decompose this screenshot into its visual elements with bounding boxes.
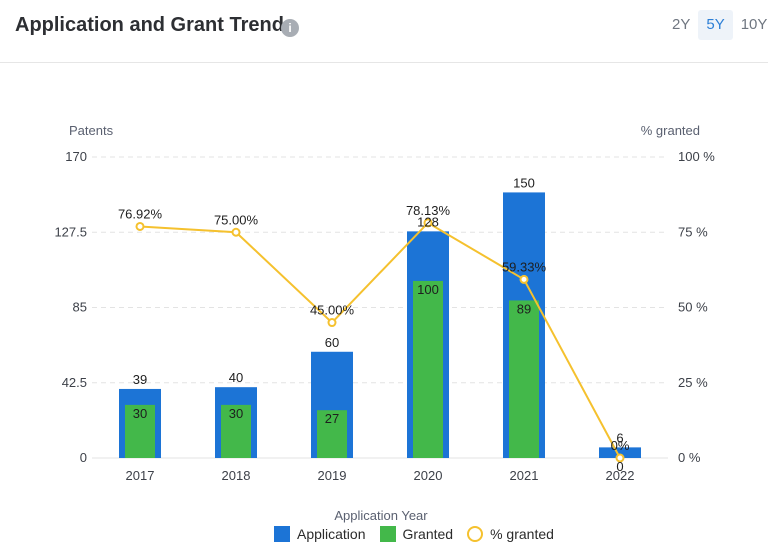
tab-10y[interactable]: 10Y (740, 16, 768, 33)
data-label-granted: 89 (517, 301, 531, 316)
info-icon[interactable]: i (281, 19, 299, 37)
data-label-granted: 100 (417, 282, 439, 297)
data-label-granted: 0 (616, 459, 623, 474)
x-axis-title: Application Year (334, 508, 428, 523)
tab-5y[interactable]: 5Y (698, 10, 733, 40)
y-tick-label-left: 127.5 (54, 224, 87, 239)
legend: Application Granted % granted (274, 526, 568, 542)
legend-swatch-application (274, 526, 290, 542)
y-tick-label-right: 50 % (678, 300, 708, 315)
y-tick-label-left: 85 (73, 300, 87, 315)
data-label-application: 39 (133, 372, 147, 387)
bar-granted[interactable] (509, 300, 539, 458)
data-label-granted: 30 (229, 406, 243, 421)
point-pct-granted[interactable] (423, 218, 433, 228)
data-label-application: 6 (616, 430, 623, 445)
legend-label-granted: Granted (402, 526, 454, 542)
bar-granted[interactable] (125, 404, 155, 458)
point-pct-granted[interactable] (231, 227, 241, 237)
y-tick-label-right: 0 % (678, 450, 701, 465)
y-axis-title-right: % granted (641, 123, 700, 138)
x-tick-label: 2021 (510, 468, 539, 483)
range-tabs: 2Y 5Y 10Y (664, 10, 768, 40)
y-tick-label-right: 25 % (678, 375, 708, 390)
point-pct-granted[interactable] (135, 221, 145, 231)
x-tick-label: 2022 (606, 468, 635, 483)
y-tick-label-right: 100 % (678, 149, 715, 164)
y-axis-title-left: Patents (69, 123, 114, 138)
x-tick-label: 2017 (126, 468, 155, 483)
x-tick-label: 2018 (222, 468, 251, 483)
legend-item-pct-granted[interactable]: % granted (467, 526, 554, 542)
data-label-pct-granted: 0% (611, 438, 630, 453)
data-label-application: 40 (229, 370, 243, 385)
legend-item-application[interactable]: Application (274, 526, 366, 542)
legend-item-granted[interactable]: Granted (379, 526, 454, 542)
point-pct-granted[interactable] (615, 453, 625, 463)
legend-swatch-granted (379, 526, 396, 542)
legend-marker-pct-granted (467, 526, 484, 542)
y-tick-label-left: 170 (65, 149, 87, 164)
bar-granted[interactable] (221, 404, 251, 458)
bar-granted[interactable] (413, 280, 443, 458)
data-label-pct-granted: 59.33% (502, 259, 547, 274)
data-label-granted: 30 (133, 406, 147, 421)
legend-label-pct-granted: % granted (490, 526, 554, 542)
chart-header: Application and Grant Trend i 2Y 5Y 10Y (0, 0, 768, 63)
point-pct-granted[interactable] (327, 318, 337, 328)
bar-granted[interactable] (317, 410, 347, 458)
data-label-application: 150 (513, 175, 535, 190)
point-pct-granted[interactable] (519, 274, 529, 284)
y-tick-label-right: 75 % (678, 224, 708, 239)
data-label-pct-granted: 78.13% (406, 203, 451, 218)
data-label-granted: 27 (325, 411, 339, 426)
line-pct-granted (139, 221, 621, 459)
tab-2y[interactable]: 2Y (672, 16, 691, 33)
data-label-application: 60 (325, 335, 339, 350)
data-label-pct-granted: 75.00% (214, 212, 259, 227)
data-label-application: 128 (417, 214, 439, 229)
chart-title: Application and Grant Trend (15, 14, 284, 36)
data-label-pct-granted: 76.92% (118, 206, 163, 221)
x-tick-label: 2020 (414, 468, 443, 483)
data-label-pct-granted: 45.00% (310, 303, 355, 318)
y-tick-label-left: 42.5 (62, 375, 87, 390)
legend-label-application: Application (297, 526, 366, 542)
x-tick-label: 2019 (318, 468, 347, 483)
y-tick-label-left: 0 (80, 450, 87, 465)
bar-application[interactable] (599, 447, 641, 458)
